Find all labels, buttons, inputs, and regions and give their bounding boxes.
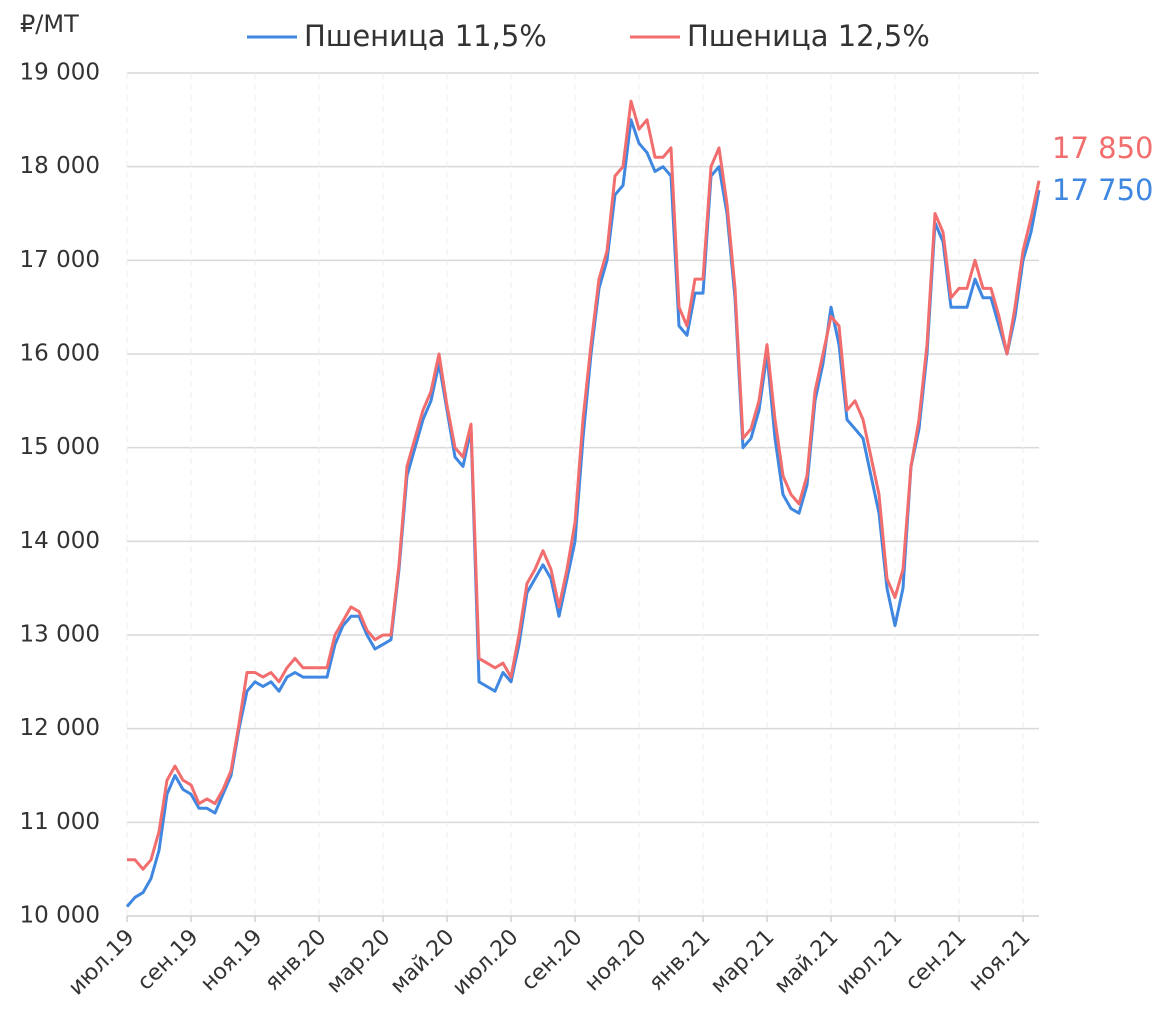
- x-tick-label: июл.20: [448, 925, 524, 1001]
- y-tick-label: 19 000: [20, 60, 100, 86]
- x-tick-label: сен.20: [517, 925, 588, 996]
- y-axis-label: ₽/МТ: [20, 10, 79, 38]
- x-tick-label: янв.20: [260, 925, 331, 996]
- legend-label: Пшеница 12,5%: [687, 19, 930, 53]
- end-label: 17 850: [1052, 131, 1153, 165]
- series-line: [127, 99, 1041, 871]
- x-tick-label: мар.21: [706, 925, 780, 999]
- x-tick-label: май.20: [386, 925, 460, 999]
- x-tick-label: июл.21: [832, 925, 908, 1001]
- x-tick-label: июл.19: [64, 925, 140, 1001]
- y-tick-label: 18 000: [20, 153, 100, 179]
- end-label: 17 750: [1052, 173, 1153, 207]
- y-tick-label: 12 000: [20, 715, 100, 741]
- x-tick-label: сен.19: [133, 925, 204, 996]
- y-tick-label: 13 000: [20, 622, 100, 648]
- x-tick-label: май.21: [770, 925, 844, 999]
- y-tick-label: 17 000: [20, 247, 100, 273]
- y-tick-label: 15 000: [20, 434, 100, 460]
- x-tick-label: ноя.19: [196, 925, 267, 996]
- x-tick-label: сен.21: [901, 925, 972, 996]
- y-tick-label: 14 000: [20, 528, 100, 554]
- y-tick-label: 11 000: [20, 809, 100, 835]
- x-tick-label: янв.21: [644, 925, 715, 996]
- y-tick-label: 10 000: [20, 903, 100, 929]
- y-tick-label: 16 000: [20, 341, 100, 367]
- x-tick-label: ноя.21: [964, 925, 1035, 996]
- legend-label: Пшеница 11,5%: [304, 19, 547, 53]
- x-tick-label: мар.20: [322, 925, 396, 999]
- x-tick-label: ноя.20: [580, 925, 651, 996]
- series-line: [125, 118, 1041, 908]
